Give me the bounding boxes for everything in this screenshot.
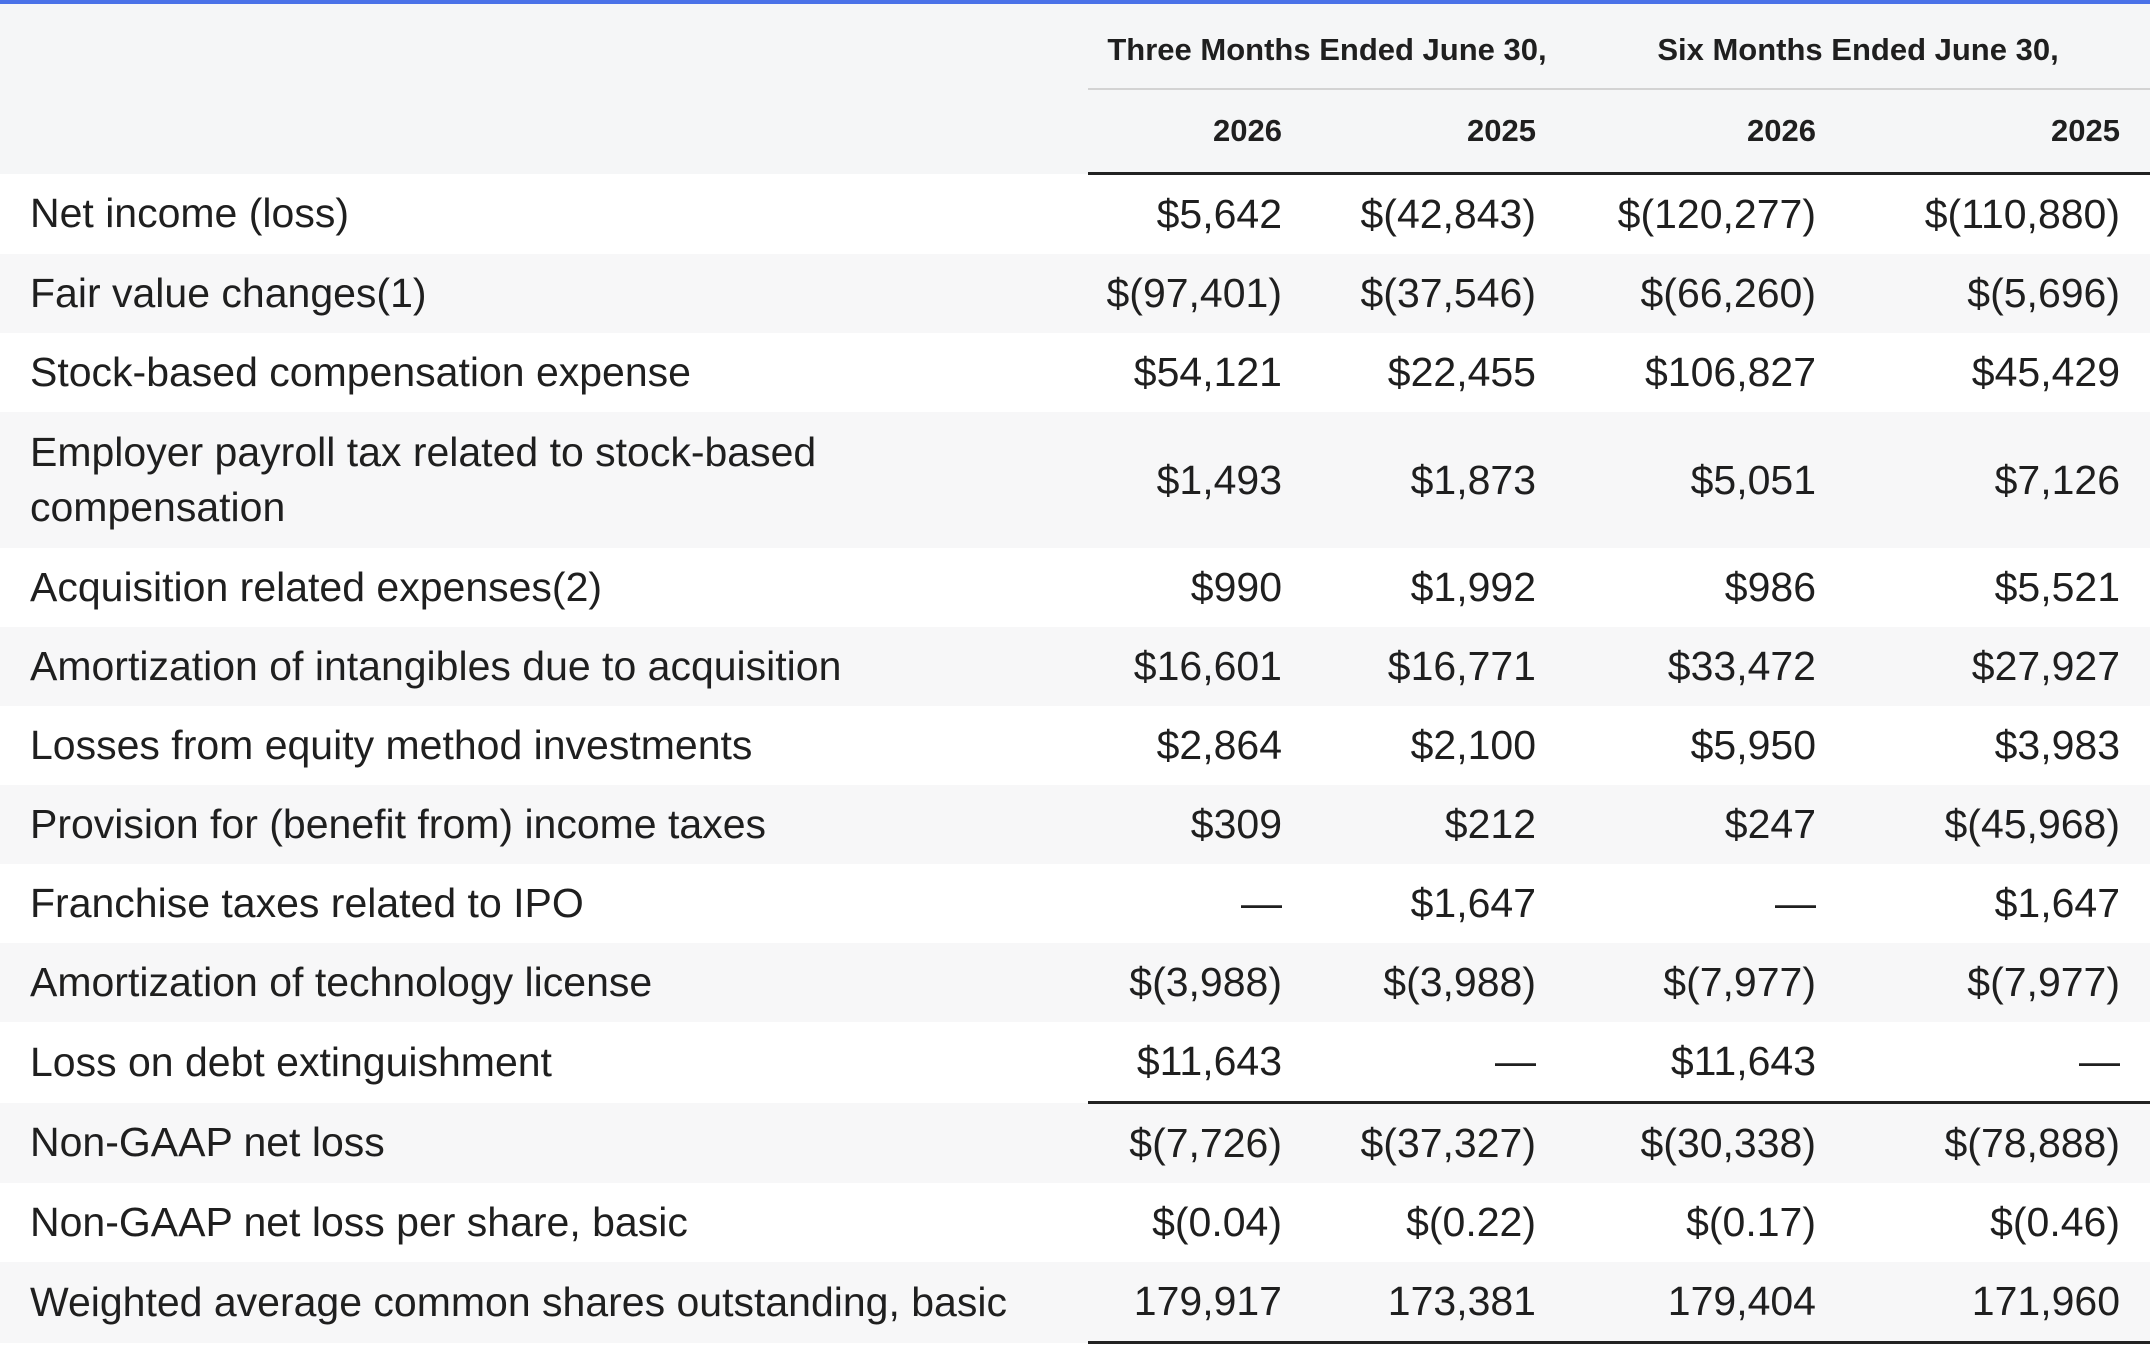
row-value: $106,827 <box>1644 349 1816 395</box>
row-value: — <box>1775 880 1816 926</box>
row-value: $(37,327) <box>1312 1101 1566 1183</box>
row-value: $1,647 <box>1410 880 1536 926</box>
header-six-months: Six Months Ended June 30, <box>1566 4 2150 90</box>
table-row: Loss on debt extinguishment $11,643 — $1… <box>0 1022 2150 1103</box>
row-value: $(0.22) <box>1406 1199 1536 1245</box>
period-group-header-row: Three Months Ended June 30, Six Months E… <box>0 4 2150 90</box>
row-value: 173,381 <box>1312 1262 1566 1344</box>
table-row: Acquisition related expenses(2) $990 $1,… <box>0 548 2150 627</box>
row-value: — <box>2079 1038 2121 1084</box>
row-value: $22,455 <box>1387 349 1536 395</box>
table-row: Franchise taxes related to IPO — $1,647 … <box>0 864 2150 943</box>
row-label: Non-GAAP net loss per share, basic <box>30 1199 688 1245</box>
header-year: 2025 <box>1846 89 2150 175</box>
row-label: Amortization of intangibles due to acqui… <box>30 643 842 689</box>
row-value: $7,126 <box>1994 456 2121 503</box>
row-value: $2,100 <box>1410 722 1536 768</box>
header-three-months: Three Months Ended June 30, <box>1088 4 1566 90</box>
header-year: 2025 <box>1312 89 1566 175</box>
table-row: Employer payroll tax related to stock-ba… <box>0 412 2150 548</box>
table-row: Stock-based compensation expense $54,121… <box>0 333 2150 412</box>
row-value: $16,771 <box>1387 643 1536 689</box>
row-label: Provision for (benefit from) income taxe… <box>30 801 766 847</box>
row-value: $5,642 <box>1156 191 1282 237</box>
row-label: Loss on debt extinguishment <box>30 1038 552 1085</box>
table-row: Amortization of intangibles due to acqui… <box>0 627 2150 706</box>
table-header: Three Months Ended June 30, Six Months E… <box>0 4 2150 175</box>
row-value: $(0.04) <box>1152 1199 1282 1245</box>
row-value: $(0.17) <box>1686 1199 1816 1245</box>
row-value: $(37,546) <box>1360 270 1536 316</box>
row-value: $27,927 <box>1971 643 2121 689</box>
row-label: Weighted average common shares outstandi… <box>30 1278 1007 1325</box>
row-value: — <box>1241 880 1282 926</box>
row-value: $16,601 <box>1133 643 1282 689</box>
row-value: $(7,726) <box>1088 1101 1312 1183</box>
row-value: $3,983 <box>1994 722 2121 768</box>
table-row: Fair value changes(1) $(97,401) $(37,546… <box>0 254 2150 333</box>
header-year: 2026 <box>1088 89 1312 175</box>
table-row-subtotal: Non-GAAP net loss $(7,726) $(37,327) $(3… <box>0 1101 2150 1183</box>
header-spacer <box>0 4 1088 89</box>
row-label: Amortization of technology license <box>30 959 653 1005</box>
non-gaap-reconciliation-table: Three Months Ended June 30, Six Months E… <box>0 4 2150 1344</box>
row-value: $990 <box>1190 564 1282 610</box>
row-label: Losses from equity method investments <box>30 722 753 768</box>
row-value: $309 <box>1190 801 1282 847</box>
row-value: $5,051 <box>1690 456 1816 503</box>
row-value: $(66,260) <box>1640 270 1816 316</box>
header-spacer <box>0 89 1088 174</box>
row-value: $(7,977) <box>1663 959 1816 1005</box>
table-row: Net income (loss) $5,642 $(42,843) $(120… <box>0 173 2150 254</box>
row-value: $986 <box>1724 564 1816 610</box>
table-row: Amortization of technology license $(3,9… <box>0 943 2150 1022</box>
header-year: 2026 <box>1566 89 1846 175</box>
row-label: Non-GAAP net loss <box>30 1119 385 1166</box>
row-value: $5,950 <box>1690 722 1816 768</box>
row-value: 179,404 <box>1566 1262 1846 1344</box>
year-header-row: 2026 2025 2026 2025 <box>0 89 2150 175</box>
row-label: Net income (loss) <box>30 190 349 237</box>
row-value: $(30,338) <box>1566 1101 1846 1183</box>
row-value: $1,873 <box>1410 456 1536 503</box>
row-value: — <box>1495 1038 1536 1084</box>
row-value: $1,647 <box>1994 880 2121 926</box>
row-value: $11,643 <box>1670 1038 1816 1084</box>
table-row: Provision for (benefit from) income taxe… <box>0 785 2150 864</box>
row-label: Franchise taxes related to IPO <box>30 880 584 926</box>
row-value: $(97,401) <box>1106 270 1282 316</box>
row-label: Stock-based compensation expense <box>30 349 691 395</box>
row-value: $45,429 <box>1971 349 2121 395</box>
row-value: $(45,968) <box>1944 801 2121 847</box>
row-label: Employer payroll tax related to stock-ba… <box>30 429 817 530</box>
row-value: $(7,977) <box>1967 959 2121 1005</box>
row-label: Fair value changes(1) <box>30 270 427 316</box>
row-value: $1,992 <box>1410 564 1536 610</box>
table-row: Non-GAAP net loss per share, basic $(0.0… <box>0 1183 2150 1262</box>
row-value: $(3,988) <box>1383 959 1536 1005</box>
table-body: Net income (loss) $5,642 $(42,843) $(120… <box>0 173 2150 1344</box>
row-value: $11,643 <box>1136 1038 1282 1084</box>
row-value: $(110,880) <box>1924 191 2121 237</box>
row-value: $1,493 <box>1156 456 1282 503</box>
row-value: $(78,888) <box>1846 1101 2150 1183</box>
row-value: $247 <box>1724 801 1816 847</box>
row-value: $(120,277) <box>1617 191 1816 237</box>
row-value: $(42,843) <box>1360 191 1536 237</box>
row-value: $(3,988) <box>1129 959 1282 1005</box>
row-value: $33,472 <box>1667 643 1816 689</box>
row-value: $(0.46) <box>1990 1199 2121 1245</box>
row-value: $2,864 <box>1156 722 1282 768</box>
row-value: $54,121 <box>1133 349 1282 395</box>
row-value: $(5,696) <box>1967 270 2121 316</box>
table-row: Weighted average common shares outstandi… <box>0 1262 2150 1344</box>
row-value: $212 <box>1444 801 1536 847</box>
table-row: Losses from equity method investments $2… <box>0 706 2150 785</box>
row-value: 171,960 <box>1846 1262 2150 1344</box>
row-value: 179,917 <box>1088 1262 1312 1344</box>
row-value: $5,521 <box>1994 564 2121 610</box>
row-label: Acquisition related expenses(2) <box>30 564 603 610</box>
top-accent-rule <box>0 0 2150 4</box>
